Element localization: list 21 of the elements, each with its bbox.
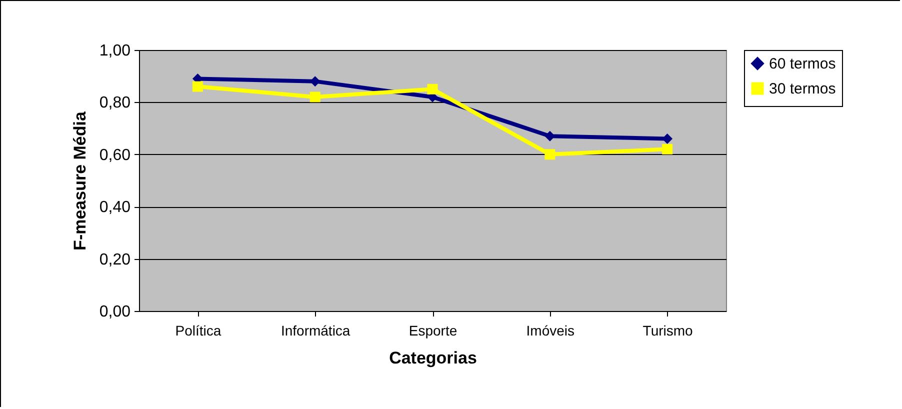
x-tick-label: Política bbox=[175, 322, 222, 338]
y-tick-label: 0,80 bbox=[99, 94, 131, 112]
x-axis-title: Categorias bbox=[389, 348, 477, 368]
x-tick-label: Informática bbox=[280, 322, 350, 338]
x-tick-label: Esporte bbox=[408, 322, 458, 338]
y-tick-label: 0,40 bbox=[99, 199, 131, 216]
legend-label: 30 termos bbox=[769, 80, 836, 98]
y-tick-label: 0,00 bbox=[99, 304, 131, 320]
legend-label: 60 termos bbox=[769, 56, 836, 72]
y-tick-label: 0,60 bbox=[99, 146, 131, 164]
point bbox=[310, 92, 320, 102]
y-tick-label: 1,00 bbox=[99, 42, 131, 60]
x-tick-label: Turismo bbox=[642, 322, 694, 338]
y-tick-label: 0,20 bbox=[99, 251, 131, 268]
point bbox=[544, 149, 556, 160]
point bbox=[427, 84, 438, 94]
y-axis-title: F-measure Média bbox=[70, 111, 90, 250]
point bbox=[662, 133, 673, 144]
point bbox=[662, 144, 673, 154]
point bbox=[192, 81, 203, 92]
x-tick-label: Imóveis bbox=[526, 322, 575, 338]
